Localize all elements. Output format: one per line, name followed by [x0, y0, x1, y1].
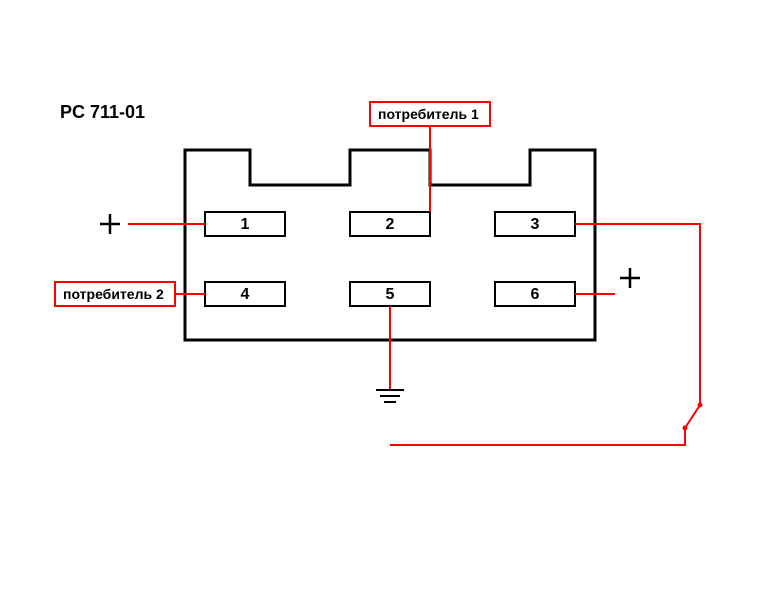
pin-4-label: 4 [241, 286, 250, 303]
pin-3-group: 3 [495, 212, 575, 236]
pin-4-group: 4 [205, 282, 285, 306]
switch-node-top [698, 403, 703, 408]
wiring-diagram: PC 711-01 потребитель 1 потребитель 2 1 … [0, 0, 768, 614]
ground-icon [376, 390, 404, 402]
consumer1-label: потребитель 1 [378, 106, 479, 122]
pin-5-group: 5 [350, 282, 430, 306]
pin-6-group: 6 [495, 282, 575, 306]
switch-node-bottom [683, 426, 688, 431]
pin-1-group: 1 [205, 212, 285, 236]
plus-left-icon [100, 214, 120, 234]
pin-2-group: 2 [350, 212, 430, 236]
pin-6-label: 6 [531, 286, 540, 303]
pin-5-label: 5 [386, 286, 395, 303]
pin-1-label: 1 [241, 216, 250, 233]
diagram-title: PC 711-01 [60, 102, 145, 122]
plus-right-icon [620, 268, 640, 288]
pin-2-label: 2 [386, 216, 395, 233]
switch-blade [685, 405, 700, 428]
consumer2-label: потребитель 2 [63, 286, 164, 302]
wire-switch-to-ground [390, 428, 685, 445]
pin-3-label: 3 [531, 216, 540, 233]
